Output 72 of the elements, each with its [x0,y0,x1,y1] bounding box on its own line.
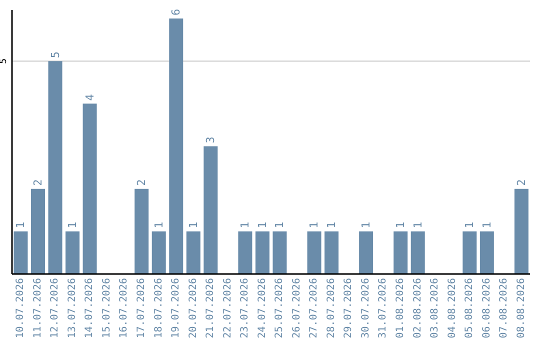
data-label: 1 [14,222,28,228]
x-tick-label: 23.07.2026 [240,278,251,338]
bar [255,231,270,274]
x-tick-label: 31.07.2026 [378,278,389,338]
x-tick-label: 28.07.2026 [326,278,337,338]
x-tick-label: 29.07.2026 [343,278,354,338]
x-tick-label: 08.08.2026 [516,278,527,338]
data-label: 6 [170,8,183,16]
data-label: 1 [308,222,321,228]
x-tick-label: 17.07.2026 [136,278,147,338]
x-tick-label: 22.07.2026 [222,278,234,338]
x-tick-label: 03.08.2026 [430,278,441,338]
bar [152,231,166,274]
x-tick-label: 02.08.2026 [412,278,424,338]
bar [359,231,374,274]
data-label: 1 [394,222,408,228]
x-tick-label: 01.08.2026 [395,278,406,338]
data-label: 1 [66,222,80,228]
x-tick-label: 15.07.2026 [101,278,112,338]
x-tick-label: 13.07.2026 [66,278,78,338]
bar [169,18,184,274]
data-label: 1 [238,222,252,228]
x-tick-label: 10.07.2026 [15,278,26,338]
x-tick-label: 06.08.2026 [481,278,492,338]
x-tick-label: 21.07.2026 [205,278,216,338]
x-tick-label: 12.07.2026 [50,278,61,338]
x-tick-label: 16.07.2026 [118,278,130,338]
data-label: 1 [186,222,200,228]
bar [238,231,252,274]
data-label: 1 [360,222,373,228]
data-label: 4 [83,94,96,101]
data-label: 1 [411,222,424,228]
bar [48,61,62,274]
data-label: 3 [204,136,218,144]
bar [272,231,287,274]
bar [186,231,200,274]
data-label: 1 [480,222,494,228]
x-tick-label: 18.07.2026 [153,278,164,338]
x-tick-label: 14.07.2026 [84,278,96,338]
data-label: 1 [273,222,286,228]
x-tick-label: 30.07.2026 [360,278,372,338]
data-label: 5 [48,51,62,58]
data-label: 1 [325,222,338,228]
bar [134,188,149,274]
bar [324,231,339,274]
x-tick-label: 11.07.2026 [32,278,44,338]
data-label: 1 [463,222,476,228]
x-tick-label: 24.07.2026 [256,278,268,338]
bar [14,231,28,274]
bar [410,231,425,274]
x-tick-label: 25.07.2026 [274,278,286,338]
bar [514,188,528,274]
bar [394,231,408,274]
x-tick-label: 19.07.2026 [170,278,182,338]
data-label: 1 [152,222,166,228]
bar [204,146,218,274]
bar [462,231,477,274]
bar [307,231,322,274]
x-tick-label: 27.07.2026 [308,278,320,338]
bar [480,231,494,274]
x-tick-label: 26.07.2026 [291,278,302,338]
x-tick-label: 07.08.2026 [498,278,510,338]
bar [82,104,97,274]
data-label: 1 [256,222,269,228]
bar [66,231,80,274]
x-tick-label: 05.08.2026 [464,278,476,338]
data-label: 2 [514,179,528,186]
bar [30,188,45,274]
x-tick-label: 20.07.2026 [188,278,199,338]
x-tick-label: 04.08.2026 [446,278,458,338]
data-label: 2 [31,179,44,186]
data-label: 2 [135,179,148,186]
